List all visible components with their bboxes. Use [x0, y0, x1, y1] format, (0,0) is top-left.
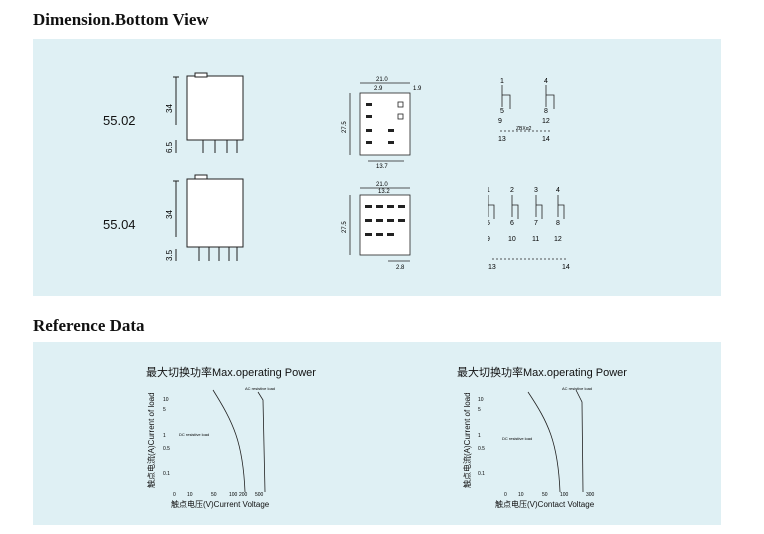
circuit-diagrams: 1 4 5 8 9 12 13 14 ZBXα2 1 2 3 4 5 6 7 8… [488, 78, 570, 271]
reference-panel: 最大切换功率Max.operating Power 触点电流(A)Current… [33, 342, 721, 525]
chart1-x-tick-3: 100 [229, 492, 238, 497]
chart1-plot: AC resistive load DC resistive load 10 5… [163, 386, 275, 497]
chart2-x-tick-4: 300 [586, 492, 595, 497]
chart2-title: 最大切换功率Max.operating Power [457, 367, 627, 379]
c1-coil-13: 13 [498, 136, 506, 143]
side-height-label-2: 34 [165, 210, 174, 219]
c2-pin-4: 4 [556, 187, 560, 194]
chart1-ylabel: 触点电流(A)Current of load [147, 392, 156, 488]
chart1-x-tick-2: 50 [211, 492, 217, 497]
chart2-xlabel: 触点电压(V)Contact Voltage [495, 500, 595, 509]
chart1-dc-curve [212, 389, 246, 493]
dim-bottom-2: 2.8 [396, 265, 405, 271]
dimension-heading: Dimension.Bottom View [33, 10, 209, 29]
chart2-ac-curve [575, 389, 584, 493]
c2-pin-9: 9 [488, 236, 490, 243]
c2-coil-13: 13 [488, 264, 496, 271]
c1-pin-4: 4 [544, 78, 548, 85]
side-view-drawings: 34 6.5 34 3.5 [165, 72, 244, 261]
chart2-y-tick-3: 0.5 [478, 446, 485, 452]
chart2-dc-label: DC resistive load [502, 436, 532, 441]
c2-pin-11: 11 [532, 236, 539, 243]
c1-pin-8: 8 [544, 108, 548, 115]
c1-pin-1: 1 [500, 78, 504, 85]
c2-pin-10: 10 [508, 236, 516, 243]
chart2-x-tick-2: 50 [542, 492, 548, 497]
chart1-title: 最大切换功率Max.operating Power [146, 367, 316, 379]
chart1-y-tick-2: 1 [163, 433, 166, 439]
bottom-view-drawings: 21.0 2.9 1.9 27.5 13.7 21.0 13.2 27.5 2.… [342, 77, 422, 271]
chart1-x-tick-5: 500 [255, 492, 264, 497]
c2-pin-3: 3 [534, 187, 538, 194]
side-height-label-1: 34 [165, 104, 174, 113]
chart1-dc-label: DC resistive load [179, 432, 209, 437]
model-label-55-04: 55.04 [103, 217, 136, 232]
c2-pin-7: 7 [534, 220, 538, 227]
chart1-y-tick-1: 5 [163, 407, 166, 413]
chart2-ac-label: AC resistive load [562, 386, 592, 391]
chart1-x-tick-1: 10 [187, 492, 193, 497]
side-pin-label-2: 3.5 [165, 249, 174, 261]
dim-bottom-1: 13.7 [376, 164, 388, 170]
chart2-dc-curve [527, 391, 561, 493]
chart1-y-tick-3: 0.5 [163, 446, 170, 452]
chart2-ylabel: 触点电流(A)Current of load [463, 392, 472, 488]
chart1-ac-curve [257, 391, 266, 493]
dim-edge-1: 1.9 [413, 86, 422, 92]
c1-coil-14: 14 [542, 136, 550, 143]
side-pin-label-1: 6.5 [165, 141, 174, 153]
c1-coil-label: ZBXα2 [516, 126, 532, 132]
dimension-panel: 55.02 55.04 34 6.5 34 3.5 [33, 39, 721, 296]
c2-pin-5: 5 [488, 220, 490, 227]
chart2-y-tick-2: 1 [478, 433, 481, 439]
chart1-y-tick-4: 0.1 [163, 471, 170, 477]
c1-pin-12: 12 [542, 118, 550, 125]
c2-coil-14: 14 [562, 264, 570, 271]
chart1-x-tick-0: 0 [173, 492, 176, 497]
chart1-x-tick-4: 200 [239, 492, 248, 497]
chart2-y-tick-4: 0.1 [478, 471, 485, 477]
chart2-x-tick-0: 0 [504, 492, 507, 497]
c2-pin-2: 2 [510, 187, 514, 194]
chart1-xlabel: 触点电压(V)Current Voltage [171, 500, 270, 509]
c2-pin-12: 12 [554, 236, 562, 243]
chart2-x-tick-1: 10 [518, 492, 524, 497]
chart1-y-tick-0: 10 [163, 397, 169, 403]
dim-depth-1: 27.5 [342, 121, 348, 133]
dim-inner-2: 13.2 [378, 189, 390, 195]
chart2-plot: AC resistive load DC resistive load 10 5… [478, 386, 595, 497]
c2-pin-1: 1 [488, 187, 490, 194]
c1-pin-9: 9 [498, 118, 502, 125]
dim-depth-2: 27.5 [342, 221, 348, 233]
reference-heading: Reference Data [33, 316, 145, 335]
model-label-55-02: 55.02 [103, 113, 136, 128]
chart2-y-tick-0: 10 [478, 397, 484, 403]
chart2-y-tick-1: 5 [478, 407, 481, 413]
c2-pin-8: 8 [556, 220, 560, 227]
c2-pin-6: 6 [510, 220, 514, 227]
chart2-x-tick-3: 100 [560, 492, 569, 497]
dim-width-2: 21.0 [376, 182, 388, 188]
chart1-ac-label: AC resistive load [245, 386, 275, 391]
dim-width-1: 21.0 [376, 77, 388, 83]
c1-pin-5: 5 [500, 108, 504, 115]
dim-pitch-1: 2.9 [374, 86, 383, 92]
